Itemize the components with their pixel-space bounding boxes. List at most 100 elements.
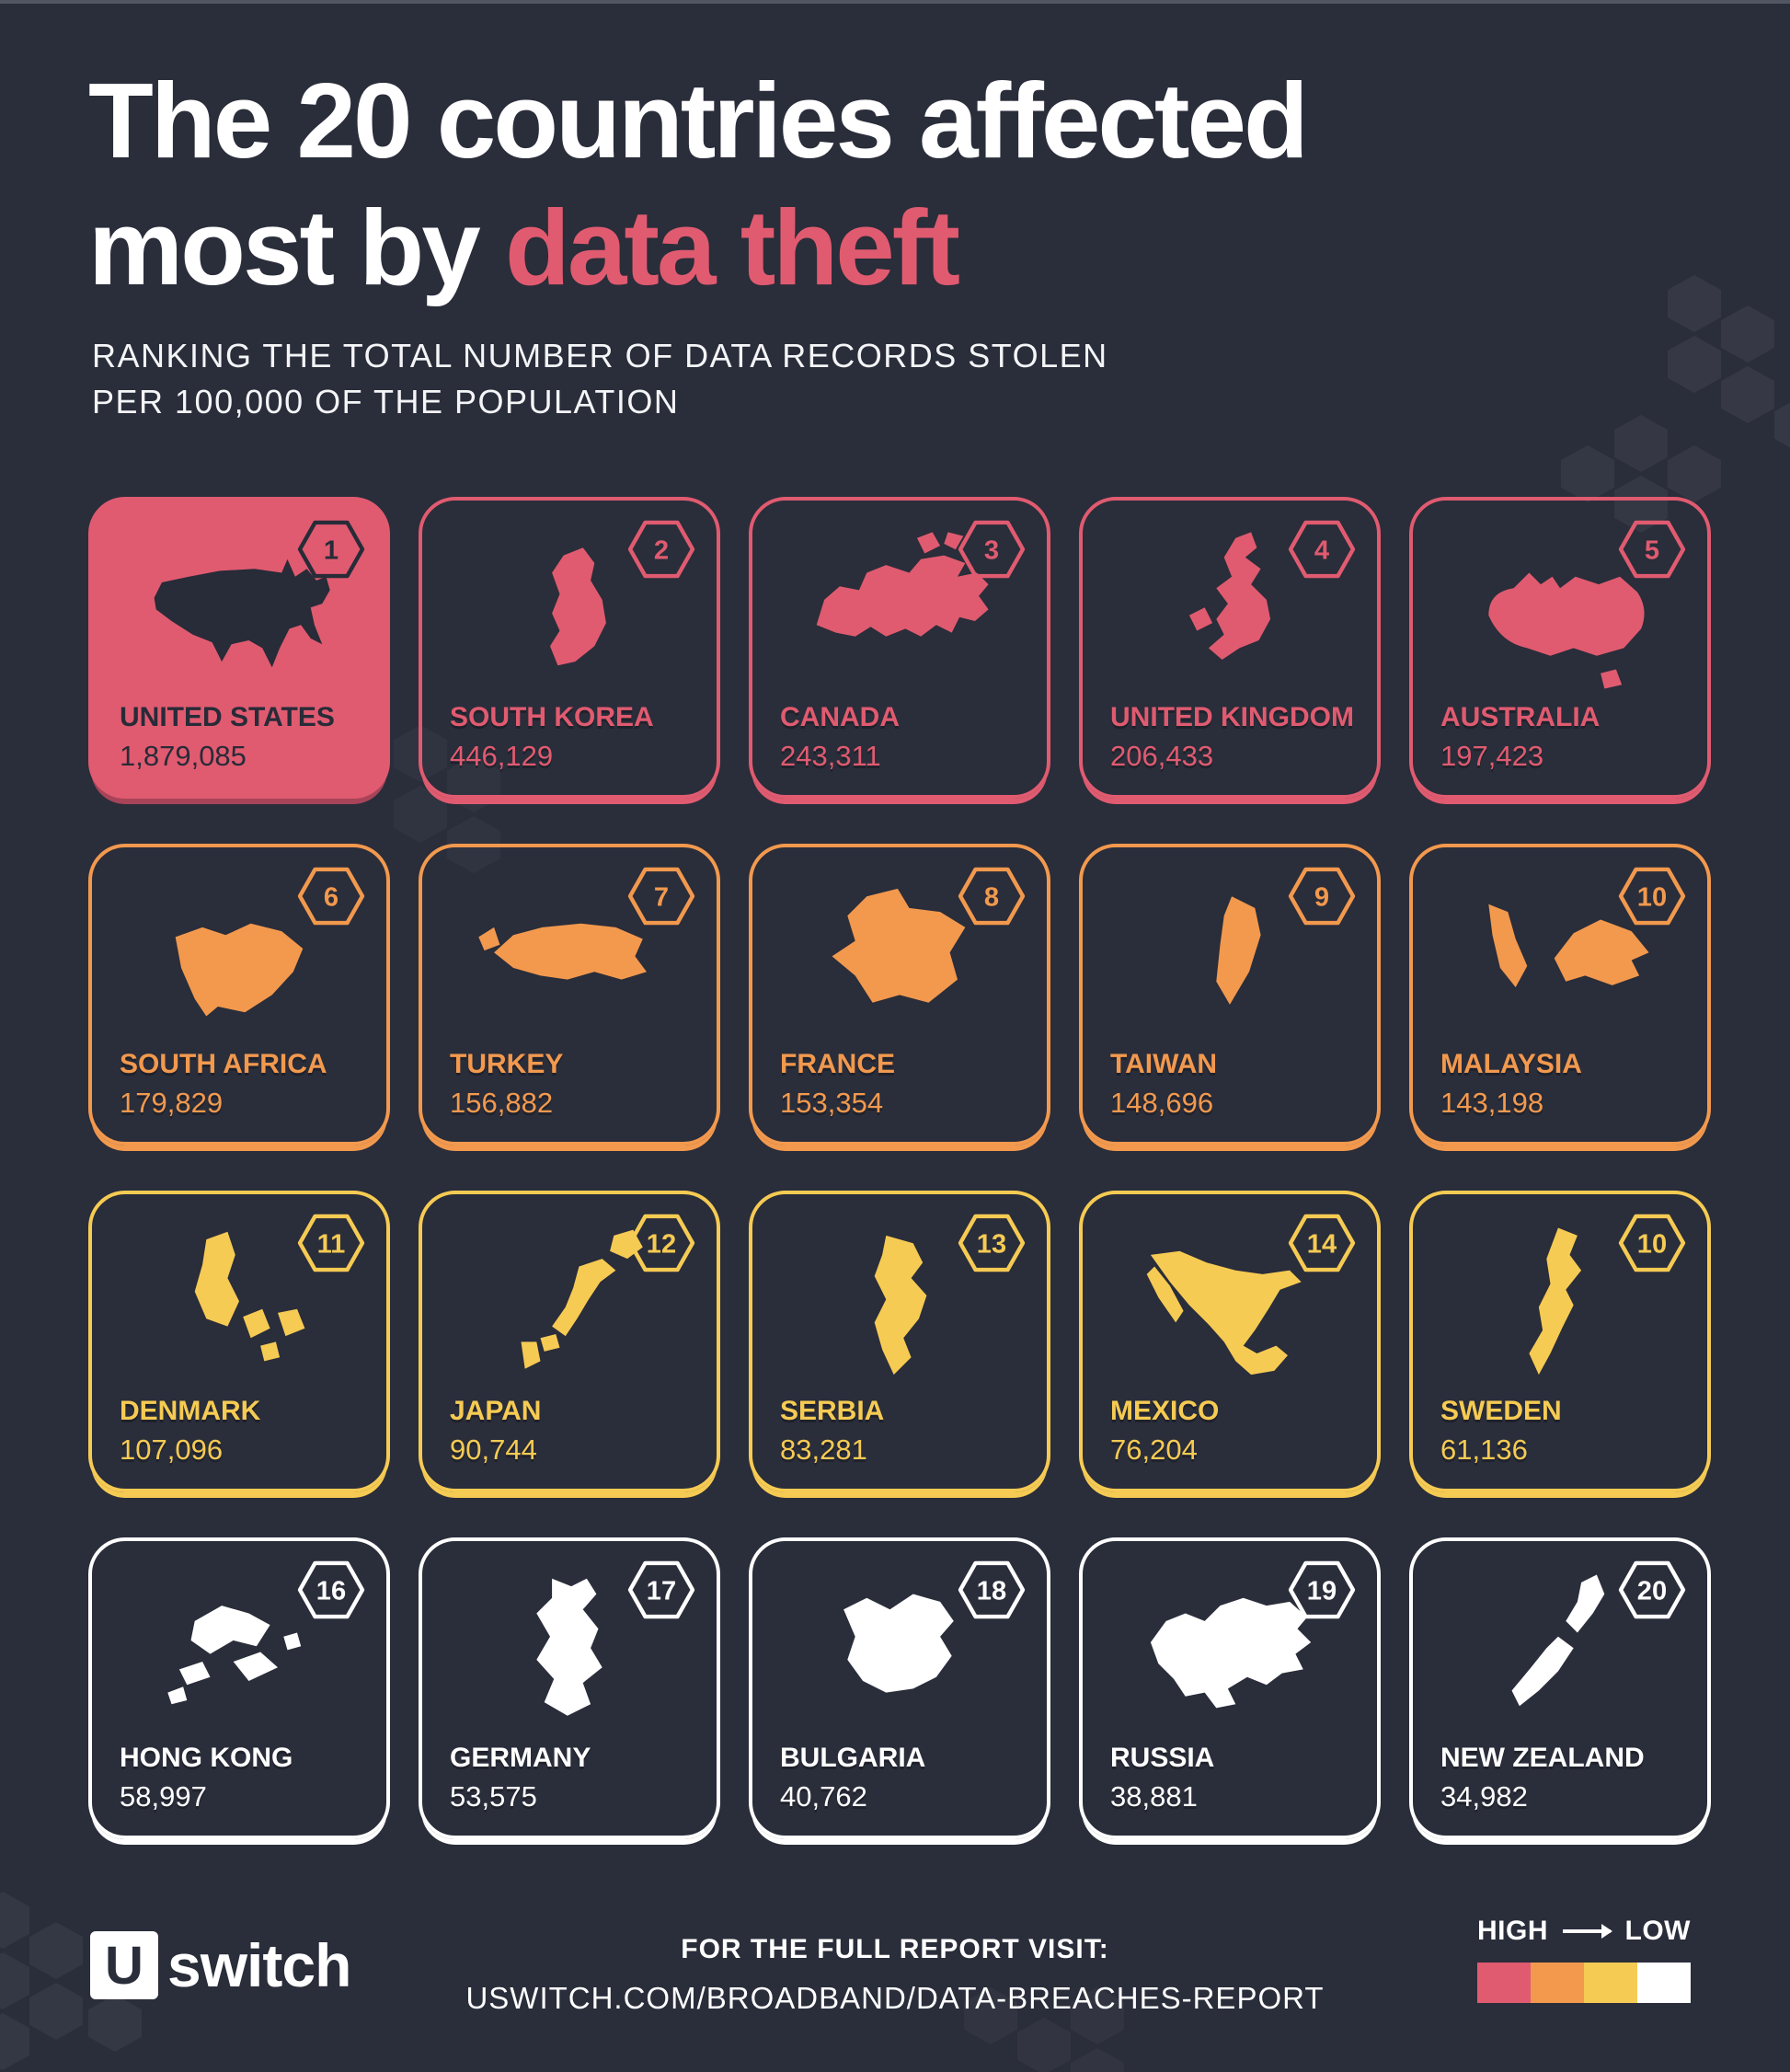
country-name: UNITED STATES [120, 702, 335, 732]
rank-number: 19 [1307, 1577, 1337, 1606]
rank-number: 1 [324, 536, 338, 566]
rank-number: 3 [984, 536, 999, 566]
country-name: MEXICO [1110, 1396, 1220, 1426]
country-card-germany: 17 GERMANY 53,575 [419, 1537, 720, 1839]
country-value: 156,882 [450, 1087, 554, 1119]
country-value: 38,881 [1110, 1780, 1198, 1813]
legend-swatch [1531, 1963, 1584, 2003]
title-line2-prefix: most by [88, 188, 505, 308]
country-value: 107,096 [120, 1433, 224, 1466]
country-card-japan: 12 JAPAN 90,744 [419, 1191, 720, 1492]
card-label: TAIWAN 148,696 [1110, 1049, 1362, 1120]
rank-badge: 16 [297, 1560, 365, 1619]
report-label: FOR THE FULL REPORT VISIT: [681, 1934, 1109, 1964]
card-label: AUSTRALIA 197,423 [1440, 702, 1692, 773]
country-card-turkey: 7 TURKEY 156,882 [419, 844, 720, 1145]
country-card-sweden: 10 SWEDEN 61,136 [1409, 1191, 1711, 1492]
rank-badge: 2 [627, 520, 695, 579]
country-name: SERBIA [780, 1396, 885, 1426]
denmark-map [110, 1218, 368, 1411]
country-card-mexico: 14 MEXICO 76,204 [1079, 1191, 1381, 1492]
country-value: 53,575 [450, 1780, 537, 1813]
card-label: SOUTH KOREA 446,129 [450, 702, 702, 773]
hexagon-decoration-icon [1071, 2048, 1124, 2072]
card-label: HONG KONG 58,997 [120, 1743, 372, 1813]
country-name: TAIWAN [1110, 1049, 1218, 1079]
country-value: 446,129 [450, 740, 554, 772]
country-card-united-kingdom: 4 UNITED KINGDOM 206,433 [1079, 497, 1381, 799]
country-value: 143,198 [1440, 1087, 1544, 1119]
country-card-hong-kong: 16 HONG KONG 58,997 [88, 1537, 390, 1839]
title-line1: The 20 countries affected [88, 61, 1309, 180]
country-card-new-zealand: 20 NEW ZEALAND 34,982 [1409, 1537, 1711, 1839]
country-value: 153,354 [780, 1087, 884, 1119]
card-label: BULGARIA 40,762 [780, 1743, 1032, 1813]
sweden-map [1431, 1218, 1689, 1411]
country-name: DENMARK [120, 1396, 261, 1426]
rank-number: 10 [1637, 1230, 1667, 1260]
new-zealand-map [1431, 1565, 1689, 1758]
country-card-france: 8 FRANCE 153,354 [749, 844, 1050, 1145]
country-value: 243,311 [780, 740, 881, 772]
rank-number: 12 [647, 1230, 676, 1260]
card-label: RUSSIA 38,881 [1110, 1743, 1362, 1813]
rank-badge: 9 [1288, 867, 1356, 926]
hexagon-decoration-icon [1721, 366, 1774, 423]
australia-map [1431, 524, 1689, 718]
country-value: 61,136 [1440, 1433, 1528, 1466]
report-callout: FOR THE FULL REPORT VISIT: USWITCH.COM/B… [0, 1934, 1790, 2016]
hexagon-decoration-icon [1721, 305, 1774, 363]
rank-number: 16 [316, 1577, 346, 1606]
rank-badge: 7 [627, 867, 695, 926]
rank-number: 13 [977, 1230, 1006, 1260]
country-name: HONG KONG [120, 1743, 293, 1773]
malaysia-map [1431, 871, 1689, 1065]
rank-badge: 19 [1288, 1560, 1356, 1619]
country-value: 1,879,085 [120, 740, 247, 772]
rank-number: 5 [1645, 536, 1659, 566]
canada-map [771, 524, 1028, 718]
uswitch-logo-text: switch [167, 1931, 351, 1999]
country-name: GERMANY [450, 1743, 591, 1773]
country-card-canada: 3 CANADA 243,311 [749, 497, 1050, 799]
country-card-malaysia: 10 MALAYSIA 143,198 [1409, 844, 1711, 1145]
country-value: 34,982 [1440, 1780, 1528, 1813]
russia-map [1101, 1565, 1359, 1758]
card-label: SOUTH AFRICA 179,829 [120, 1049, 372, 1120]
hexagon-decoration-icon [1561, 445, 1614, 502]
right-arrow-icon [1562, 1924, 1612, 1939]
rank-number: 2 [654, 536, 669, 566]
legend-high-label: HIGH [1477, 1916, 1548, 1946]
rank-badge: 17 [627, 1560, 695, 1619]
legend-swatch [1637, 1963, 1691, 2003]
country-name: SOUTH AFRICA [120, 1049, 327, 1079]
rank-badge: 14 [1288, 1214, 1356, 1272]
rank-number: 9 [1314, 883, 1329, 913]
card-label: NEW ZEALAND 34,982 [1440, 1743, 1692, 1813]
rank-number: 18 [977, 1577, 1006, 1606]
rank-badge: 11 [297, 1214, 365, 1272]
card-label: SERBIA 83,281 [780, 1396, 1032, 1467]
page-subtitle: RANKING THE TOTAL NUMBER OF DATA RECORDS… [92, 333, 1108, 424]
country-name: AUSTRALIA [1440, 702, 1601, 732]
country-name: BULGARIA [780, 1743, 926, 1773]
color-scale-legend: HIGH LOW [1477, 1916, 1691, 2003]
united-kingdom-map [1101, 524, 1359, 718]
south-korea-map [441, 524, 698, 718]
hexagon-decoration-icon [1614, 415, 1668, 472]
turkey-map [441, 871, 698, 1065]
rank-badge: 12 [627, 1214, 695, 1272]
country-value: 58,997 [120, 1780, 207, 1813]
legend-swatch [1477, 1963, 1531, 2003]
country-value: 197,423 [1440, 740, 1544, 772]
rank-badge: 13 [958, 1214, 1026, 1272]
rank-number: 10 [1637, 883, 1667, 913]
taiwan-map [1101, 871, 1359, 1065]
serbia-map [771, 1218, 1028, 1411]
hexagon-decoration-icon [0, 2013, 29, 2070]
card-label: UNITED STATES 1,879,085 [120, 702, 372, 773]
country-card-united-states: 1 UNITED STATES 1,879,085 [88, 497, 390, 799]
card-label: DENMARK 107,096 [120, 1396, 372, 1467]
rank-badge: 18 [958, 1560, 1026, 1619]
rank-badge: 10 [1618, 867, 1686, 926]
